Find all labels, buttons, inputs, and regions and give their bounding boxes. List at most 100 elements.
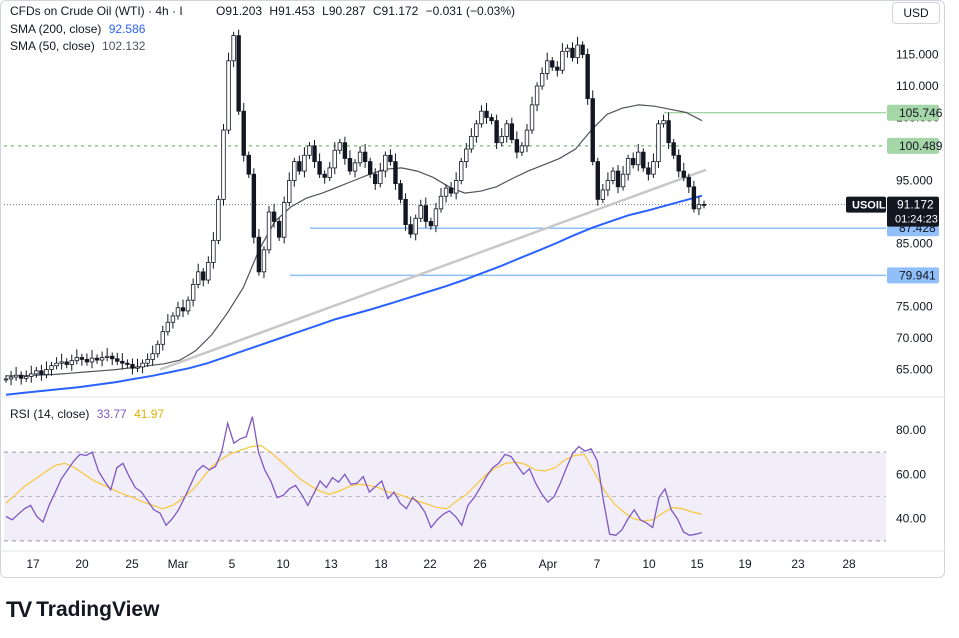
candle-body: [206, 261, 211, 281]
candle: [565, 44, 570, 58]
rsi-axis-tick-0: 80.00: [896, 423, 926, 437]
symbol-title[interactable]: CFDs on Crude Oil (WTI) · 4h · I: [10, 4, 183, 18]
candle: [474, 120, 479, 143]
candle-body: [615, 170, 621, 188]
level-label-3: 79.941: [899, 268, 936, 282]
candle: [691, 180, 697, 213]
candle-body: [266, 211, 272, 251]
candle-body: [236, 35, 241, 112]
candle-body: [565, 47, 570, 52]
candle-body: [89, 357, 95, 363]
candle: [216, 195, 221, 245]
rsi-axis-tick-2: 40.00: [896, 512, 926, 526]
sma200-line: [5, 194, 703, 396]
candle: [418, 199, 423, 223]
ohlc-low: L90.287: [322, 4, 366, 18]
candle-body: [8, 376, 14, 380]
candle: [696, 196, 702, 216]
level-label-0: 105.746: [899, 106, 943, 120]
candle-body: [44, 369, 49, 375]
candle-body: [398, 183, 403, 200]
candle-body: [312, 145, 317, 163]
price-chart[interactable]: 115.000110.000105.00095.00090.00085.0007…: [0, 0, 945, 578]
level-label-1: 100.489: [899, 139, 943, 153]
candle: [489, 113, 494, 125]
candle: [8, 371, 14, 386]
candle-body: [630, 158, 636, 166]
candle: [448, 182, 454, 197]
candle: [524, 124, 530, 153]
candle: [403, 193, 408, 231]
candle-body: [423, 205, 429, 222]
candle: [297, 155, 302, 175]
candle-body: [69, 360, 74, 365]
candle: [686, 173, 692, 194]
ohlc-high: H91.453: [269, 4, 315, 18]
candle: [428, 217, 434, 230]
candle-body: [580, 44, 585, 55]
candle-body: [84, 359, 90, 363]
time-axis-tick-3: Mar: [168, 557, 189, 571]
candle: [423, 197, 429, 228]
candle: [453, 172, 459, 200]
candle-body: [671, 142, 676, 156]
candle-body: [575, 44, 580, 59]
sma200-legend[interactable]: SMA (200, close) 92.586: [10, 22, 149, 36]
price-axis-tick-6: 75.000: [896, 300, 933, 314]
candle: [160, 325, 165, 351]
candle-body: [681, 170, 686, 178]
candle-body: [438, 195, 444, 210]
candle: [605, 172, 611, 197]
candle-body: [281, 202, 287, 238]
candle: [327, 161, 332, 182]
candle-body: [34, 370, 39, 375]
candle: [135, 358, 140, 373]
candle: [150, 345, 155, 366]
candle-body: [140, 362, 145, 368]
candle-body: [595, 161, 600, 200]
rsi-label: RSI (14, close): [10, 407, 90, 421]
candle: [580, 41, 585, 59]
candle: [514, 131, 520, 159]
candle-body: [292, 161, 297, 181]
candle: [180, 299, 186, 318]
last-price-value: 91.172: [897, 198, 934, 212]
candle: [615, 165, 621, 194]
candle-body: [696, 204, 702, 210]
candle: [24, 370, 29, 383]
candle-body: [367, 161, 373, 175]
candle-body: [686, 176, 692, 188]
candle: [550, 57, 555, 71]
candle: [221, 124, 226, 206]
candle-body: [241, 110, 246, 156]
candle-body: [620, 173, 626, 188]
candle-body: [646, 167, 651, 175]
candle: [479, 105, 484, 128]
candle-body: [388, 154, 393, 163]
candle-body: [216, 198, 221, 241]
candle-body: [625, 158, 631, 175]
currency-button[interactable]: USD: [892, 2, 940, 24]
candle: [64, 358, 69, 369]
candle-body: [342, 142, 348, 159]
candle: [185, 296, 191, 315]
candle-body: [276, 221, 282, 238]
rsi-ma-line: [5, 444, 703, 522]
candle: [110, 352, 115, 366]
candle-body: [190, 284, 196, 301]
candle-body: [641, 151, 646, 169]
candle-body: [448, 187, 454, 194]
candle-body: [3, 378, 9, 381]
candle: [398, 179, 403, 204]
candle: [74, 349, 80, 365]
sma50-legend[interactable]: SMA (50, close) 102.132: [10, 39, 149, 53]
rsi-legend[interactable]: RSI (14, close) 33.77 41.97: [10, 407, 168, 421]
candle-body: [251, 173, 257, 238]
candle-body: [545, 60, 550, 74]
time-axis-tick-8: 22: [423, 557, 437, 571]
candle-body: [94, 357, 100, 361]
symbol-legend[interactable]: CFDs on Crude Oil (WTI) · 4h · I O91.203…: [10, 4, 519, 18]
candle-body: [79, 357, 85, 360]
candle-body: [74, 357, 80, 362]
candle-body: [104, 355, 110, 358]
